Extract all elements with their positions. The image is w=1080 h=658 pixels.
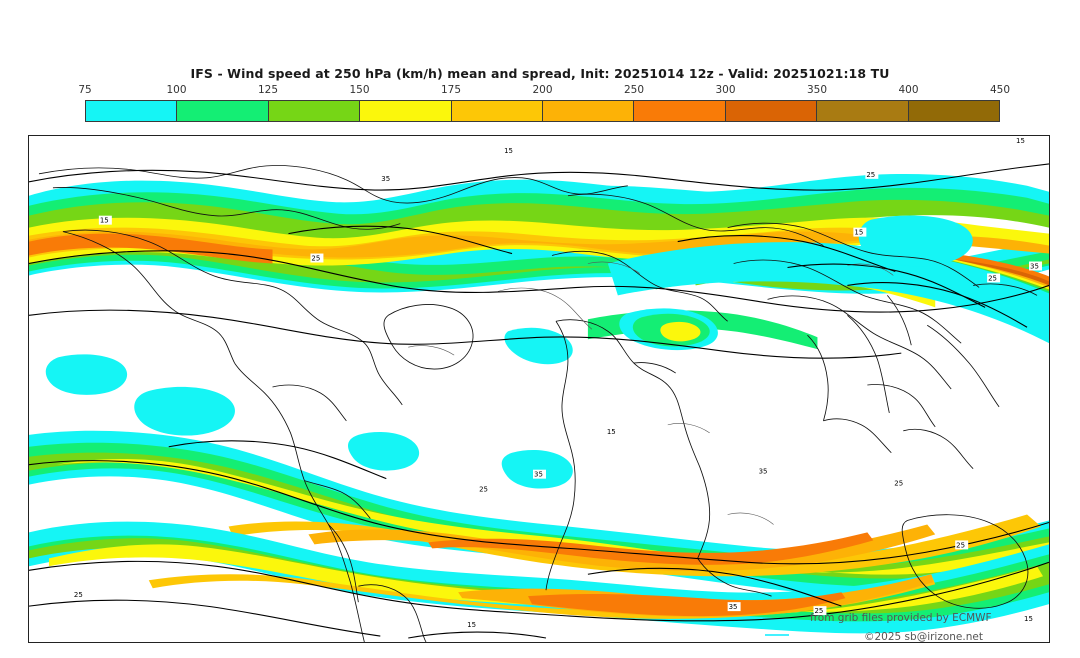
svg-text:15: 15: [1016, 137, 1025, 145]
contour-label-35-c: 35: [533, 469, 546, 479]
svg-text:35: 35: [534, 471, 543, 479]
svg-text:15: 15: [854, 229, 863, 237]
svg-text:35: 35: [759, 468, 768, 476]
colorbar-swatch-300-350: [725, 101, 818, 121]
colorbar-tick-350: 350: [806, 84, 828, 96]
colorbar-swatch-150-175: [360, 101, 452, 121]
colorbar-tick-400: 400: [898, 84, 919, 96]
colorbar-tick-175: 175: [440, 84, 462, 96]
svg-text:15: 15: [467, 621, 476, 629]
spread-contours: 35 15 15 25 15 25 15 35: [29, 136, 1049, 639]
colorbar-swatch-175-200: [451, 101, 544, 121]
contour-label-35-e: 35: [727, 602, 741, 611]
page-title: IFS - Wind speed at 250 hPa (km/h) mean …: [190, 66, 890, 81]
contour-label-15-d: 15: [853, 227, 867, 237]
svg-text:25: 25: [311, 255, 320, 263]
svg-text:25: 25: [866, 171, 875, 179]
svg-text:15: 15: [607, 428, 616, 436]
colorbar-swatch-250-300: [634, 101, 726, 121]
svg-text:25: 25: [74, 591, 83, 599]
contour-label-25-h: 25: [813, 606, 827, 615]
legend-cyan-marker: [765, 634, 789, 636]
map-canvas: 35 15 15 25 15 25 15 35: [29, 136, 1049, 642]
colorbar-tick-125: 125: [257, 84, 279, 96]
contour-label-25-b: 25: [310, 253, 324, 263]
contour-label-15-b: 15: [1015, 136, 1029, 145]
contour-label-25-e: 25: [893, 478, 907, 488]
colorbar-tick-300: 300: [715, 84, 736, 96]
colorbar-tick-200: 200: [532, 84, 553, 96]
colorbar-swatch-350-400: [817, 101, 909, 121]
colorbar-swatch-125-150: [268, 101, 361, 121]
contour-label-25-f: 25: [955, 540, 969, 549]
contour-label-35-a: 35: [380, 173, 394, 183]
contour-label-15-c: 15: [98, 215, 112, 225]
contour-label-35-b: 35: [1029, 261, 1043, 270]
contour-label-25-c: 25: [987, 273, 1001, 282]
sh-jet-shading: [29, 430, 1049, 634]
svg-text:35: 35: [381, 175, 390, 183]
weather-map[interactable]: 35 15 15 25 15 25 15 35: [28, 135, 1050, 643]
colorbar-tick-100: 100: [166, 84, 187, 96]
svg-text:25: 25: [988, 274, 997, 282]
contour-label-25-g: 25: [72, 590, 86, 599]
grib-source-credit: from grib files provided by ECMWF: [810, 612, 992, 624]
svg-text:15: 15: [1024, 615, 1033, 623]
svg-text:25: 25: [894, 480, 903, 488]
contour-label-35-d: 35: [757, 466, 771, 476]
colorbar-tick-75: 75: [78, 84, 92, 96]
contour-label-15-e: 15: [605, 426, 619, 436]
copyright-credit: ©2025 sb@irizone.net: [864, 631, 983, 643]
svg-text:35: 35: [1030, 262, 1039, 270]
svg-text:15: 15: [100, 217, 109, 225]
colorbar-swatch-200-250: [543, 101, 635, 121]
contour-label-15-a: 15: [503, 145, 517, 155]
colorbar-swatch-100-125: [177, 101, 269, 121]
colorbar-tick-labels: 75 100 125 150 175 200 250 300 350 400 450: [0, 84, 1080, 98]
colorbar-swatch-400-450: [908, 101, 1000, 121]
contour-label-25-a: 25: [865, 169, 879, 179]
nh-jet-shading: [29, 173, 1049, 350]
colorbar: [85, 100, 1000, 122]
colorbar-tick-450: 450: [989, 84, 1011, 96]
colorbar-tick-150: 150: [349, 84, 370, 96]
svg-text:25: 25: [479, 486, 488, 494]
svg-text:25: 25: [814, 607, 823, 615]
contour-label-15-f: 15: [466, 620, 480, 629]
svg-text:15: 15: [504, 147, 513, 155]
colorbar-tick-250: 250: [623, 84, 645, 96]
isolated-shading-patches: [45, 215, 973, 489]
contour-label-15-g: 15: [1023, 614, 1037, 623]
svg-text:25: 25: [956, 541, 965, 549]
contour-label-25-d: 25: [478, 484, 492, 494]
svg-text:35: 35: [729, 603, 738, 611]
colorbar-swatch-75-100: [86, 101, 178, 121]
